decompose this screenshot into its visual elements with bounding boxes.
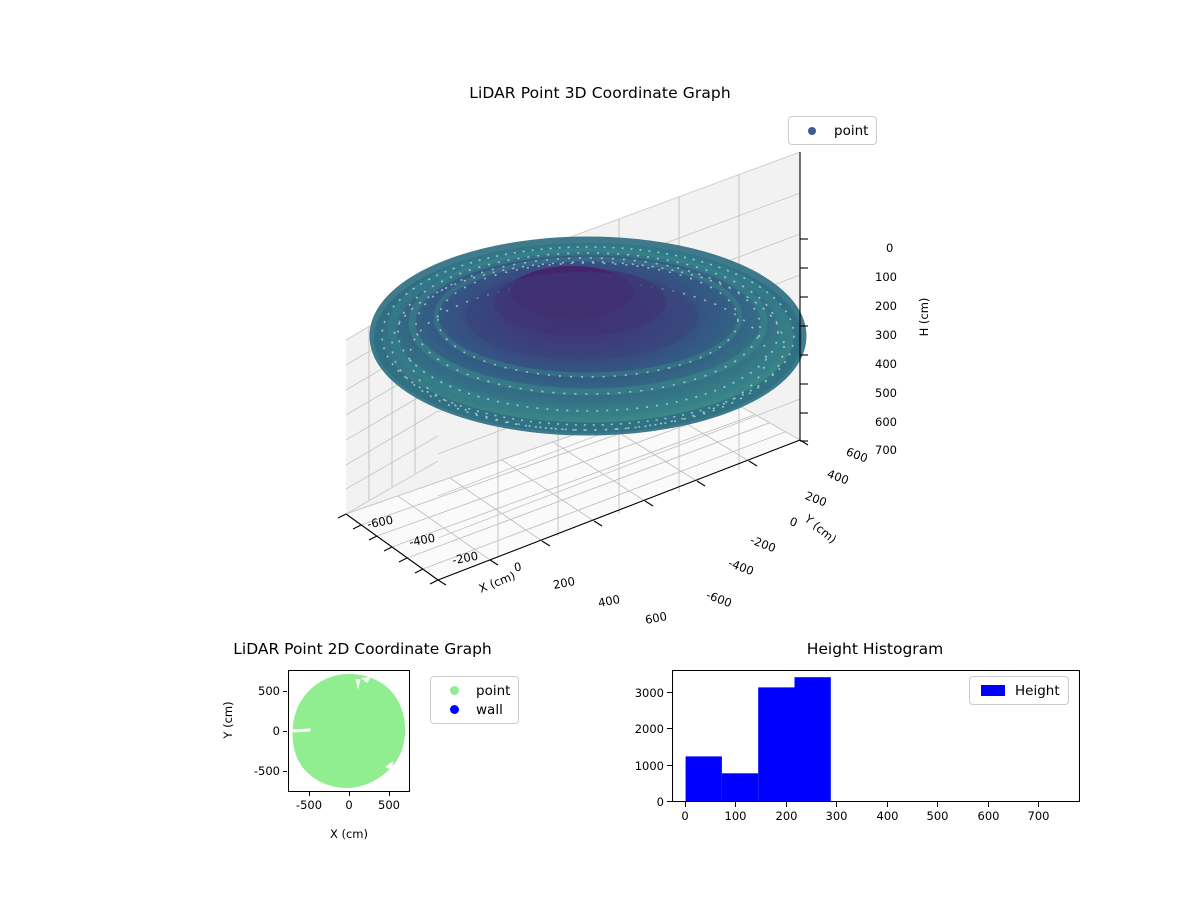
z-tick-300: 300	[875, 328, 897, 342]
legend-marker-wall-icon	[439, 705, 469, 714]
chart-hist-x-tick-100: 100	[724, 809, 747, 823]
chart-hist-y-tick-2000: 2000	[634, 722, 664, 736]
chart-hist-x-tick-200: 200	[775, 809, 798, 823]
hist-y-tickmark-3000	[667, 692, 672, 693]
x-tickmark-500	[389, 792, 390, 796]
hist-x-tickmark-200	[786, 802, 787, 807]
chart-hist-x-tick-700: 700	[1027, 809, 1050, 823]
hist-x-tickmark-100	[735, 802, 736, 807]
y-tickmark-500	[283, 691, 287, 692]
hist-x-tickmark-0	[685, 802, 686, 807]
legend-label-wall: wall	[476, 701, 503, 718]
chart-hist-y-tick-3000: 3000	[634, 686, 664, 700]
chart-2d-y-tick-500: 500	[258, 684, 280, 698]
z-tick-500: 500	[875, 386, 897, 400]
hist-x-tickmark-600	[988, 802, 989, 807]
chart-hist-x-tick-300: 300	[825, 809, 848, 823]
chart-hist-y-tick-0: 0	[656, 795, 664, 809]
chart-2d-x-tick-500: 500	[378, 798, 400, 812]
chart-2d-x-tick-neg500: -500	[295, 798, 323, 812]
z-tick-400: 400	[875, 357, 897, 371]
z-tick-0: 0	[886, 241, 894, 255]
legend-marker-height-icon	[978, 685, 1008, 696]
legend-label-height: Height	[1015, 682, 1060, 699]
legend-hist: Height	[969, 676, 1069, 705]
chart-hist-x-tick-600: 600	[977, 809, 1000, 823]
legend-label-point-2d: point	[476, 682, 511, 699]
legend-entry-point: point	[797, 121, 868, 140]
chart-2d-y-axis-title: Y (cm)	[221, 701, 235, 739]
chart-2d-y-tick-0: 0	[272, 724, 280, 738]
chart-hist-title: Height Histogram	[806, 640, 944, 658]
hist-x-tickmark-400	[887, 802, 888, 807]
hist-bar-0	[685, 756, 722, 801]
z-axis-title: H (cm)	[917, 297, 931, 337]
hist-y-tickmark-2000	[667, 728, 672, 729]
legend-2d: point wall	[430, 676, 520, 724]
legend-label-point: point	[834, 122, 869, 139]
hist-bar-1	[721, 773, 759, 801]
hist-bar-2	[758, 687, 795, 801]
chart-hist-x-tick-0: 0	[681, 809, 689, 823]
legend-marker-point-icon-2d	[439, 686, 469, 695]
hist-y-tickmark-0	[667, 801, 672, 802]
chart-2d-x-tick-0: 0	[345, 798, 353, 812]
hist-bar-3	[794, 677, 831, 801]
chart-hist-x-tick-400: 400	[876, 809, 899, 823]
hist-x-tickmark-300	[836, 802, 837, 807]
x-tickmark-neg500	[309, 792, 310, 796]
chart-hist-axes[interactable]	[672, 670, 1080, 802]
hist-x-tickmark-700	[1038, 802, 1039, 807]
z-tick-200: 200	[875, 299, 897, 313]
hist-x-tickmark-500	[937, 802, 938, 807]
chart-2d-axes[interactable]	[288, 670, 410, 792]
chart-hist-y-tick-1000: 1000	[634, 759, 664, 773]
hist-y-tickmark-1000	[667, 765, 672, 766]
x-tickmark-0	[349, 792, 350, 796]
y-tickmark-neg500	[283, 771, 287, 772]
chart-3d-axes[interactable]	[330, 140, 890, 640]
chart-3d-title: LiDAR Point 3D Coordinate Graph	[469, 84, 731, 102]
z-tick-600: 600	[875, 415, 897, 429]
legend-marker-point-icon	[797, 126, 827, 135]
chart-2d-y-tick-neg500: -500	[253, 764, 280, 778]
legend-entry-wall-2d: wall	[439, 700, 510, 719]
z-tick-700: 700	[875, 443, 897, 457]
chart-2d-x-axis-title: X (cm)	[329, 827, 369, 841]
chart-hist-x-tick-500: 500	[926, 809, 949, 823]
chart-2d-title: LiDAR Point 2D Coordinate Graph	[233, 640, 492, 658]
y-tickmark-0	[283, 731, 287, 732]
legend-3d: point	[788, 116, 878, 145]
legend-entry-point-2d: point	[439, 681, 510, 700]
z-tick-100: 100	[875, 270, 897, 284]
legend-entry-height: Height	[978, 681, 1060, 700]
